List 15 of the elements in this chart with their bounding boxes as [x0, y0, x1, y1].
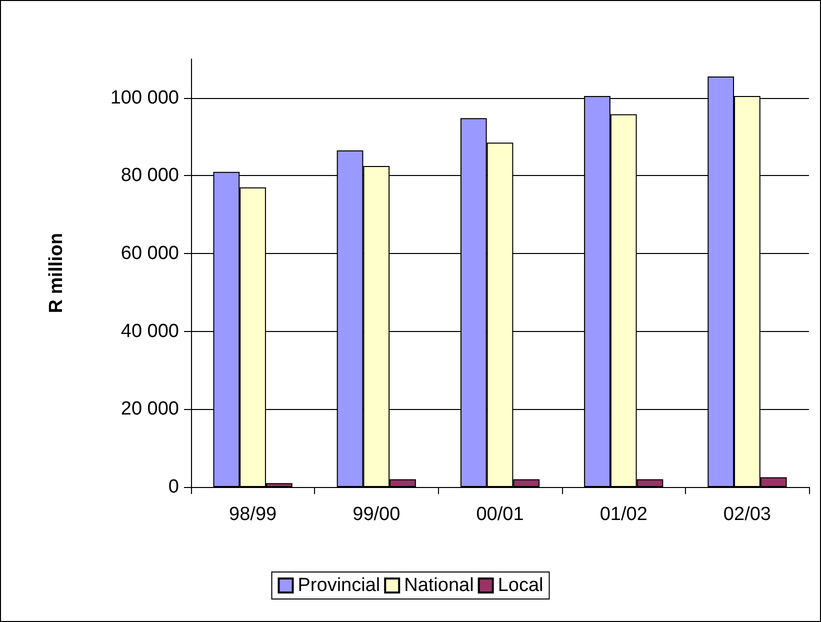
y-tick-label: 20 000 — [120, 398, 179, 420]
legend-label: Local — [498, 575, 544, 596]
legend-label: Provincial — [298, 575, 380, 596]
x-tick-label: 98/99 — [229, 504, 277, 525]
x-tick-label: 99/00 — [352, 504, 400, 525]
x-tick-label: 01/02 — [600, 504, 648, 525]
y-tick-label: 40 000 — [120, 320, 179, 342]
y-tick-label: 0 — [168, 476, 179, 498]
y-tick-label: 80 000 — [120, 165, 179, 186]
x-tick-label: 02/03 — [723, 504, 771, 525]
y-tick-label: 100 000 — [110, 87, 179, 108]
y-axis-title: R million — [46, 232, 67, 314]
x-tick-label: 00/01 — [476, 504, 524, 525]
y-tick-label: 60 000 — [120, 243, 179, 264]
legend-label: National — [404, 575, 474, 596]
